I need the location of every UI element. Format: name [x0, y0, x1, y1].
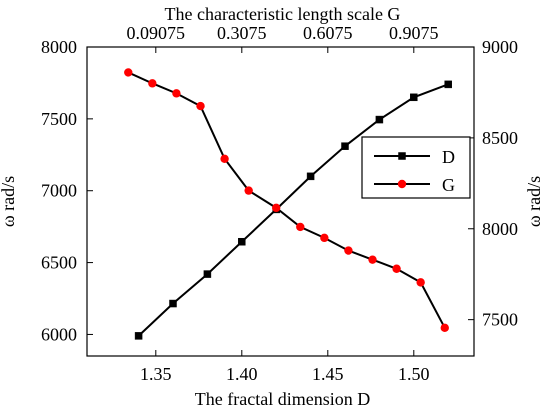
y-left-tick-label: 8000: [41, 37, 77, 57]
series-layer: [124, 68, 452, 340]
x-top-tick-label: 0.6075: [303, 23, 353, 43]
y-left-tick-label: 6500: [41, 253, 77, 273]
series-D-point: [341, 142, 349, 150]
legend: DG: [361, 136, 471, 199]
legend-label-G: G: [442, 175, 455, 195]
series-G-point: [392, 264, 401, 273]
series-G-point: [220, 154, 229, 163]
legend-marker-D: [398, 152, 406, 160]
series-D-point: [444, 80, 452, 89]
series-D-point: [169, 299, 177, 308]
y-left-tick-label: 7000: [41, 181, 77, 201]
plot-frame: [86, 46, 475, 357]
legend-box: [361, 136, 471, 199]
y-right-axis-label: ω rad/s: [524, 176, 544, 227]
series-D-point: [238, 237, 246, 246]
series-G-point: [368, 255, 377, 264]
series-D-point: [375, 115, 384, 124]
x-top-tick-label: 0.9075: [389, 23, 439, 43]
x-top-tick-label: 0.09075: [127, 23, 186, 43]
y-right-tick-label: 8500: [482, 128, 518, 148]
series-G-point: [148, 79, 157, 88]
y-right-tick-label: 9000: [482, 37, 518, 57]
series-D-point: [203, 270, 212, 278]
series-G-point: [416, 278, 425, 287]
axes-layer: 1.35 1.40 1.45 1.50 0.09075 0.3075 0.6075 0.907…: [0, 4, 544, 409]
x-bottom-tick-label: 1.45: [312, 364, 344, 384]
x-top-tick-label: 0.3075: [217, 23, 267, 43]
y-left-axis-label: ω rad/s: [0, 176, 18, 227]
chart-title: The characteristic length scale G: [165, 4, 401, 24]
series-G-point: [320, 233, 329, 243]
series-D-point: [410, 93, 418, 102]
legend-marker-G: [397, 179, 407, 189]
series-G-point: [440, 323, 449, 333]
x-bottom-tick-label: 1.50: [398, 364, 430, 384]
y-right-tick-label: 8000: [482, 219, 518, 239]
series-D-point: [134, 332, 143, 340]
series-D-point: [306, 172, 315, 181]
series-G-point: [296, 222, 305, 232]
y-left-tick-label: 7500: [41, 109, 77, 129]
series-G-line: [127, 71, 446, 329]
series-G-point: [272, 203, 281, 213]
series-G-point: [344, 246, 353, 255]
x-bottom-tick-label: 1.35: [140, 364, 172, 384]
x-axis-label: The fractal dimension D: [195, 389, 370, 409]
series-G-point: [244, 186, 253, 195]
series-G-point: [124, 68, 133, 77]
y-right-tick-label: 7500: [482, 310, 518, 330]
series-D-line: [137, 83, 449, 337]
y-left-tick-label: 6000: [41, 324, 77, 344]
legend-label-D: D: [442, 147, 455, 167]
x-bottom-tick-label: 1.40: [226, 364, 258, 384]
series-G-point: [196, 101, 205, 111]
series-G-point: [172, 89, 181, 98]
